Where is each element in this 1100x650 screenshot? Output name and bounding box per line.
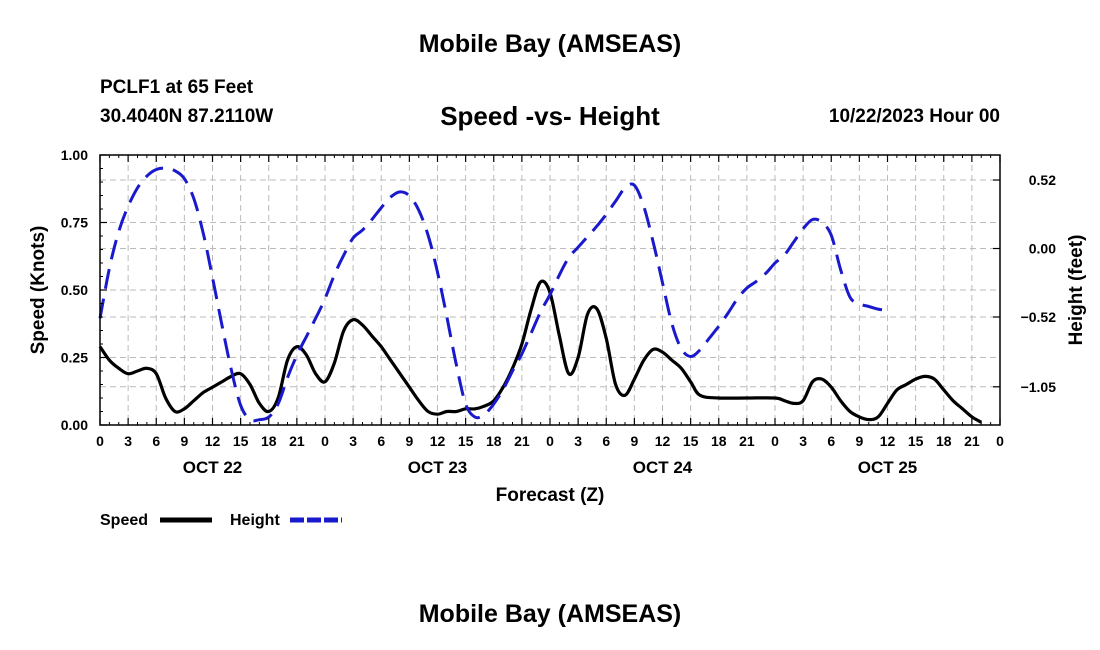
x-tick-label: 12 <box>655 433 671 449</box>
x-tick-label: 3 <box>124 433 132 449</box>
x-tick-label: 9 <box>405 433 413 449</box>
forecast-datetime: 10/22/2023 Hour 00 <box>828 106 1000 127</box>
footer-title: Mobile Bay (AMSEAS) <box>418 600 682 628</box>
y-axis-right-label: Height (feet) <box>1066 235 1087 346</box>
x-tick-label: 9 <box>630 433 638 449</box>
x-tick-label: 18 <box>711 433 727 449</box>
day-label: OCT 23 <box>408 458 468 477</box>
y-right-tick-label: 0.52 <box>1029 172 1056 188</box>
grid-lines <box>100 155 1000 425</box>
legend: Speed Height <box>100 512 342 529</box>
y-left-tick-label: 0.00 <box>61 417 88 433</box>
series-speed-line <box>98 279 983 424</box>
x-tick-label: 3 <box>799 433 807 449</box>
y-right-tick-label: 0.00 <box>1029 241 1056 257</box>
x-tick-label: 12 <box>205 433 221 449</box>
x-tick-label: 15 <box>683 433 699 449</box>
x-tick-label: 15 <box>908 433 924 449</box>
x-tick-label: 0 <box>996 433 1004 449</box>
y-axis-left-label: Speed (Knots) <box>28 226 49 355</box>
x-tick-label: 0 <box>96 433 104 449</box>
chart-title: Speed -vs- Height <box>440 101 660 131</box>
x-tick-label: 18 <box>936 433 952 449</box>
x-tick-label: 12 <box>430 433 446 449</box>
y-right-tick-label: −1.05 <box>1021 379 1057 395</box>
day-label: OCT 22 <box>183 458 243 477</box>
series-lines <box>98 166 983 424</box>
x-tick-label: 6 <box>602 433 610 449</box>
x-tick-label: 21 <box>964 433 980 449</box>
y-left-tick-label: 1.00 <box>61 147 88 163</box>
x-tick-label: 9 <box>180 433 188 449</box>
x-tick-label: 3 <box>574 433 582 449</box>
axes: 0 3 6 9 12 15 18 21 0 3 6 9 12 15 18 21 0 3 6 9 12 15 18 21 0 3 6 9… <box>61 147 1056 477</box>
y-right-tick-label: −0.52 <box>1021 309 1057 325</box>
x-tick-label: 9 <box>855 433 863 449</box>
legend-label-height: Height <box>230 512 280 529</box>
x-axis-label: Forecast (Z) <box>496 485 605 506</box>
x-tick-label: 0 <box>771 433 779 449</box>
x-tick-label: 6 <box>827 433 835 449</box>
day-label: OCT 24 <box>633 458 693 477</box>
x-tick-label: 15 <box>233 433 249 449</box>
day-label: OCT 25 <box>858 458 918 477</box>
x-tick-label: 0 <box>546 433 554 449</box>
y-left-tick-label: 0.25 <box>61 350 88 366</box>
station-coords: 30.4040N 87.2110W <box>100 106 274 127</box>
station-name: PCLF1 at 65 Feet <box>100 77 254 98</box>
page-title: Mobile Bay (AMSEAS) <box>418 30 682 58</box>
x-tick-label: 21 <box>289 433 305 449</box>
legend-label-speed: Speed <box>100 512 148 529</box>
x-tick-label: 18 <box>486 433 502 449</box>
x-tick-label: 3 <box>349 433 357 449</box>
x-tick-label: 15 <box>458 433 474 449</box>
y-left-tick-label: 0.75 <box>61 215 88 231</box>
y-left-tick-label: 0.50 <box>61 282 88 298</box>
x-tick-label: 12 <box>880 433 896 449</box>
x-tick-label: 6 <box>152 433 160 449</box>
x-tick-label: 0 <box>321 433 329 449</box>
x-tick-label: 18 <box>261 433 277 449</box>
x-tick-label: 21 <box>739 433 755 449</box>
x-tick-label: 6 <box>377 433 385 449</box>
series-height-line <box>98 166 888 423</box>
x-tick-label: 21 <box>514 433 530 449</box>
